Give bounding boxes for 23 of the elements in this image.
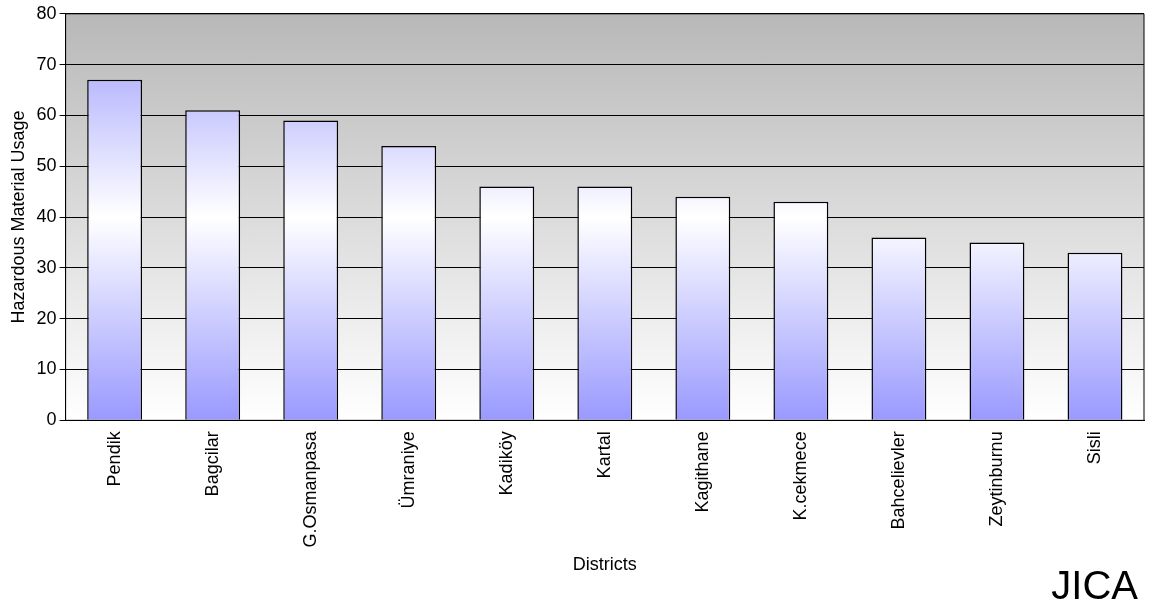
y-tick-label: 50 [36,155,57,176]
y-tick-label: 80 [36,2,57,23]
x-tick-label: G.Osmanpasa [299,430,320,548]
y-axis-title: Hazardous Material Usage [7,110,28,324]
x-tick-label: Zeytinburnu [985,431,1006,527]
y-tick-label: 10 [36,358,57,379]
text: JICA [1051,563,1139,608]
y-tick-label: 40 [36,206,57,227]
x-tick-label: Sisli [1083,431,1104,465]
y-tick-label: 70 [36,53,57,74]
y-tick-label: 0 [46,409,57,430]
x-tick-label: K.cekmece [789,431,810,521]
y-tick-label: 20 [36,307,57,328]
x-tick-label: Kagithane [691,431,712,513]
x-tick-label: Kartal [593,431,614,479]
x-tick-label: Pendik [103,430,124,487]
x-tick-label: Bagcilar [201,431,222,497]
y-tick-label: 60 [36,104,57,125]
x-axis-title: Districts [572,554,637,575]
x-tick-label: Bahcelievler [887,431,908,530]
y-tick-label: 30 [36,256,57,277]
x-tick-label: Kadiköy [495,431,516,496]
x-tick-label: Ümraniye [397,431,418,509]
